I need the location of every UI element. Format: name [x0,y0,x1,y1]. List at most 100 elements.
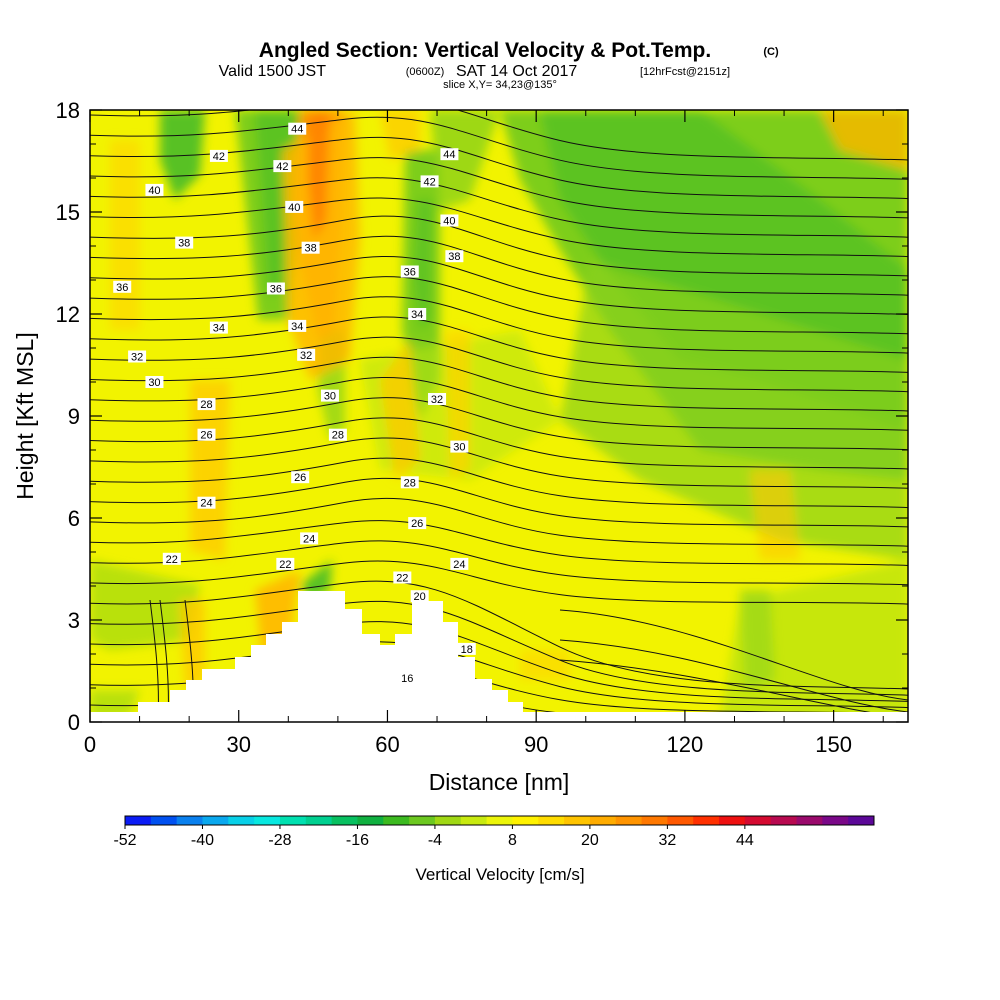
contour-label-box [162,552,181,565]
chart-title-unit: (C) [763,46,779,58]
contour-label: 28 [404,477,416,489]
theta-contour [90,215,908,277]
contour-label: 44 [443,149,455,161]
contour-label-box [445,250,464,263]
colorbar-swatch [564,816,591,825]
contour-label: 42 [213,151,225,163]
valid-time: Valid 1500 JST [219,63,327,80]
contour-label-box [408,308,427,320]
x-tick-label: 30 [226,732,250,757]
contour-label-box [400,265,419,278]
theta-contour [90,316,908,373]
contour-label: 34 [213,323,225,335]
colorbar-swatch [822,816,849,825]
contour-label-box [276,557,295,570]
theta-contour [90,477,908,528]
contour-label-box [440,214,459,227]
x-axis-label: Distance [nm] [429,769,570,795]
colorbar-tick-label: 44 [736,832,754,849]
contour-label: 28 [332,430,344,442]
contour-label-box [300,532,319,545]
theta-contour [90,520,908,566]
colorbar: -52 -40 -28 -16 -4 8 20 32 44 [113,815,875,849]
theta-contour [90,621,908,702]
colorbar-swatch [409,816,436,825]
theta-contour [90,376,908,431]
contour-label-box [273,160,292,173]
contour-label: 20 [414,591,426,603]
contour-label-box [288,122,307,135]
contour-label-box [428,393,447,405]
velocity-region [190,380,230,560]
contour-label-box [420,175,439,188]
theta-contour [90,336,908,393]
contour-label: 30 [453,442,465,454]
y-axis-label: Height [Kft MSL] [12,332,38,499]
colorbar-swatch [202,816,229,825]
contour-label: 40 [443,216,455,228]
contour-label-box [297,348,316,361]
valid-date: SAT 14 Oct 2017 [456,63,577,80]
theta-contour [90,235,908,296]
colorbar-swatch [383,816,410,825]
contour-label-box [145,376,164,388]
theta-contour [90,600,908,696]
chart-title: Angled Section: Vertical Velocity & Pot.… [259,39,711,62]
theta-contour [90,136,908,200]
theta-contour [90,540,908,586]
contour-label-box [398,671,417,684]
velocity-region [560,260,908,560]
contour-label-box [457,642,476,655]
valid-utc: (0600Z) [406,66,445,78]
y-tick-label: 18 [56,98,80,123]
velocity-region [430,110,500,210]
contour-label: 16 [401,673,413,685]
contour-label-box [440,148,459,161]
velocity-region [520,650,570,680]
contour-label: 24 [453,559,465,571]
colorbar-tick-label: -16 [346,832,369,849]
colorbar-tick-label: 32 [658,832,676,849]
colorbar-swatch [279,816,307,825]
contour-label-box [209,149,228,162]
contour-label: 34 [411,309,423,321]
x-tick-label: 150 [815,732,852,757]
theta-contour [90,497,908,547]
velocity-region [750,470,800,560]
contour-label-box [209,321,228,334]
contour-label-box [410,590,429,603]
colorbar-swatch [693,816,720,825]
contour-label-box [291,471,310,484]
contour-label-box [301,241,320,254]
contour-label-box [393,571,412,584]
contour-label-box [113,280,132,293]
colorbar-swatch [796,816,823,825]
contour-label-box [450,557,469,570]
vertical-velocity-field [90,110,908,722]
colorbar-swatch [331,816,358,825]
colorbar-tick-label: 20 [581,832,599,849]
contour-label-box [320,389,339,402]
colorbar-swatch [538,816,565,825]
contour-label: 22 [279,559,291,571]
velocity-region [160,110,205,200]
contour-label-box [145,183,164,196]
colorbar-swatch [615,816,643,825]
velocity-region [380,110,420,160]
colorbar-swatch [254,816,281,825]
theta-contour [559,639,908,713]
colorbar-swatch [460,816,488,825]
theta-contour [90,580,908,690]
contour-label-box [266,282,285,295]
colorbar-swatch [512,816,539,825]
theta-contour [559,609,908,701]
contour-label: 32 [131,352,143,364]
velocity-region [110,140,140,330]
y-tick-label: 9 [68,404,80,429]
colorbar-title: Vertical Velocity [cm/s] [415,865,584,884]
colorbar-tick-label: -4 [428,832,442,849]
x-tick-label: 120 [667,732,704,757]
slice-info: slice X,Y= 34,23@135° [443,79,557,91]
contour-label: 38 [178,238,190,250]
